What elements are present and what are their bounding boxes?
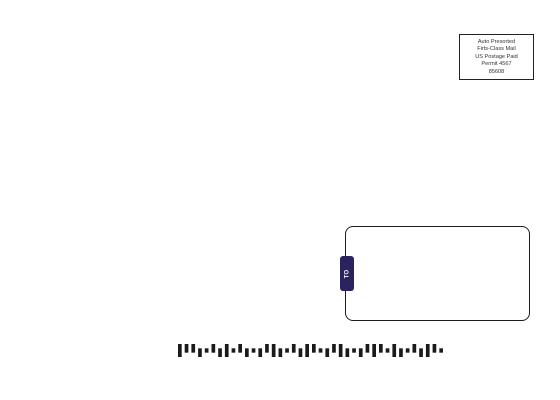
barcode-bar [425, 344, 430, 357]
barcode-bar [419, 348, 423, 357]
barcode-bar [298, 348, 303, 357]
indicia-line-5: 85608 [488, 68, 505, 75]
indicia-line-4: Permit 4567 [481, 61, 512, 68]
barcode-bar [352, 348, 356, 353]
barcode-bar [178, 344, 182, 357]
indicia-line-3: US Postage Paid [475, 53, 518, 60]
barcode-bar [191, 344, 196, 353]
barcode-bar [392, 344, 397, 357]
barcode-bar [265, 344, 269, 353]
barcode-bar [358, 348, 363, 357]
barcode-bar [204, 348, 209, 353]
barcode-bar [224, 344, 229, 357]
address-window [345, 226, 530, 321]
barcode-bar [365, 344, 370, 353]
to-tab: TO [340, 256, 354, 291]
barcode-bar [318, 348, 323, 353]
barcode-bar [385, 348, 390, 353]
barcode-bar [218, 348, 222, 357]
indicia-line-2: Firts-Class Mail [477, 46, 516, 53]
barcode-bar [278, 348, 283, 357]
barcode-bar [245, 348, 249, 357]
barcode-bar [325, 348, 330, 357]
barcode-bar [258, 348, 263, 357]
barcode-bar [198, 348, 202, 357]
barcode-bar [399, 348, 403, 357]
barcode-bar [231, 348, 236, 353]
barcode-bar [432, 344, 437, 353]
to-tab-label: TO [343, 269, 350, 278]
postal-barcode [178, 344, 443, 357]
barcode-bar [345, 348, 350, 357]
barcode-bar [211, 344, 216, 353]
barcode-bar [379, 344, 383, 353]
barcode-bar [338, 344, 343, 357]
indicia-line-1: Auto Presorted [477, 38, 516, 45]
barcode-bar [238, 344, 242, 353]
barcode-bar [312, 344, 316, 353]
barcode-bar [372, 344, 376, 357]
barcode-bar [412, 344, 417, 353]
barcode-bar [439, 348, 443, 353]
barcode-bar [251, 348, 256, 353]
postage-indicia: Auto Presorted Firts-Class Mail US Posta… [459, 34, 534, 80]
barcode-bar [271, 344, 276, 357]
barcode-bar [405, 348, 410, 353]
barcode-bar [184, 344, 189, 353]
barcode-bar [332, 344, 336, 353]
barcode-bar [285, 348, 289, 353]
barcode-bar [305, 344, 309, 357]
barcode-bar [291, 344, 296, 353]
